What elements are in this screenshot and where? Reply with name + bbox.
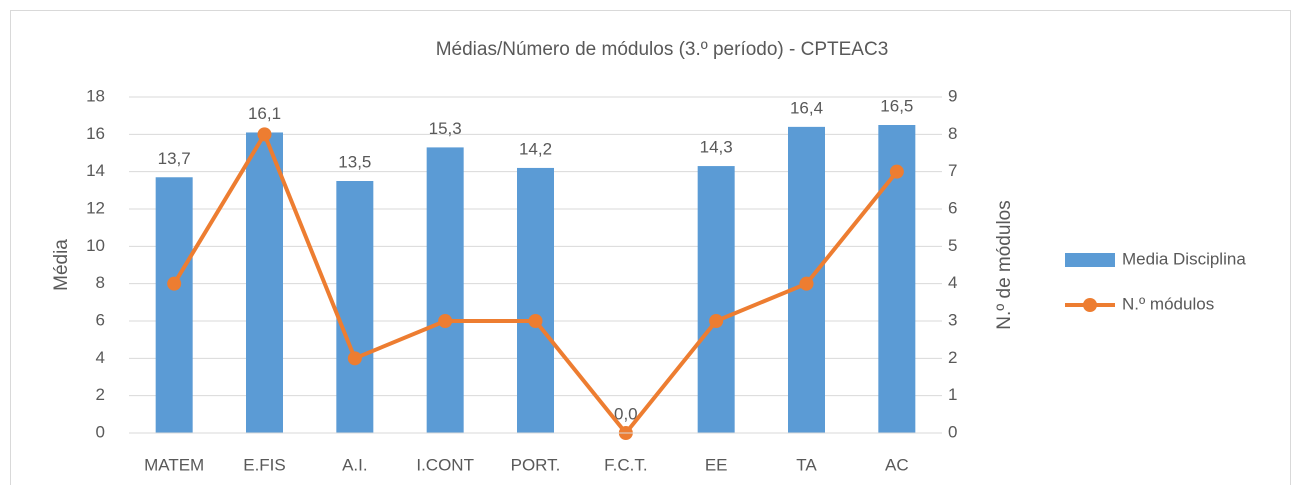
y-tick-label: 6: [96, 310, 105, 329]
marker: [347, 351, 362, 366]
marker: [709, 314, 724, 328]
data-label: 14,3: [700, 138, 733, 157]
marker: [889, 164, 904, 179]
marker: [257, 127, 272, 142]
chart-title: Médias/Número de módulos (3.º período) -…: [436, 39, 889, 60]
data-label: 0,0: [614, 404, 638, 423]
y2-tick-label: 8: [948, 124, 957, 143]
data-label: 13,5: [338, 152, 371, 171]
bar: [155, 177, 193, 433]
chart-frame: [10, 10, 1291, 485]
y-tick-label: 10: [86, 236, 105, 255]
y2-tick-label: 3: [948, 310, 957, 329]
marker: [167, 276, 182, 291]
data-label: 14,2: [519, 139, 552, 158]
legend-swatch: [1065, 253, 1115, 267]
data-label: 13,7: [158, 149, 191, 168]
x-tick-label: TA: [796, 455, 817, 474]
y2-tick-label: 4: [948, 273, 957, 292]
x-tick-label: AC: [885, 455, 909, 474]
y2-tick-label: 7: [948, 161, 957, 180]
bar: [426, 147, 464, 433]
y-tick-label: 2: [96, 385, 105, 404]
y2-tick-label: 1: [948, 385, 957, 404]
x-tick-label: F.C.T.: [604, 455, 647, 474]
marker: [799, 276, 814, 291]
bar: [246, 132, 283, 433]
y-tick-label: 18: [86, 86, 105, 105]
legend-label: N.º módulos: [1122, 294, 1214, 313]
y-tick-label: 0: [96, 422, 105, 441]
y-tick-label: 14: [86, 161, 105, 180]
data-label: 16,5: [880, 96, 913, 115]
legend-marker: [1083, 298, 1097, 312]
legend-label: Media Disciplina: [1122, 249, 1246, 268]
bar: [517, 167, 554, 433]
y2-tick-label: 5: [948, 236, 957, 255]
data-label: 16,1: [248, 104, 281, 123]
bar: [697, 166, 735, 434]
y2-axis-title: N.º de módulos: [994, 200, 1015, 329]
x-tick-label: A.I.: [342, 455, 368, 474]
x-tick-label: PORT.: [511, 455, 561, 474]
x-tick-label: I.CONT: [416, 455, 474, 474]
y2-tick-label: 0: [948, 422, 957, 441]
data-label: 16,4: [790, 98, 823, 117]
y2-tick-label: 6: [948, 198, 957, 217]
x-tick-label: EE: [705, 455, 728, 474]
y-tick-label: 16: [86, 124, 105, 143]
x-tick-label: MATEM: [144, 455, 204, 474]
data-label: 15,3: [429, 119, 462, 138]
marker: [528, 314, 543, 328]
y-tick-label: 4: [96, 348, 105, 367]
x-tick-label: E.FIS: [243, 455, 286, 474]
y-tick-label: 8: [96, 273, 105, 292]
y-axis-title: Média: [51, 239, 72, 291]
bar: [336, 181, 374, 433]
marker: [438, 314, 453, 328]
y-tick-label: 12: [86, 198, 105, 217]
y2-tick-label: 2: [948, 348, 957, 367]
y2-tick-label: 9: [948, 86, 957, 105]
